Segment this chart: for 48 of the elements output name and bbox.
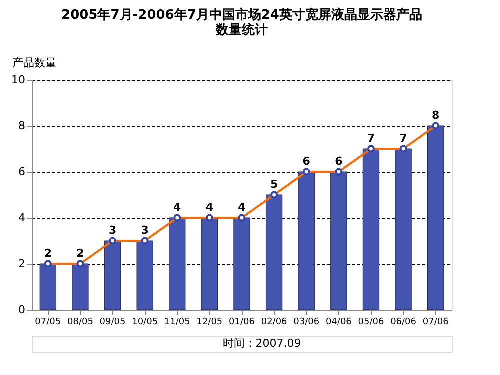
y-tick-label: 4 <box>18 212 26 224</box>
data-label: 5 <box>270 178 278 191</box>
text: 时间：2007.09 <box>222 337 302 350</box>
data-label: 7 <box>367 132 376 145</box>
y-axis-title: 产品数量 <box>12 56 56 70</box>
bar <box>234 218 250 310</box>
data-label: 6 <box>302 155 311 168</box>
bar <box>40 264 56 310</box>
x-tick-label: 12/05 <box>196 318 223 328</box>
data-label: 3 <box>141 224 149 237</box>
x-tick-label: 05/06 <box>358 318 384 328</box>
bar <box>362 148 380 310</box>
bar <box>428 126 444 310</box>
data-label: 4 <box>174 201 182 214</box>
y-tick-label: 0 <box>18 304 26 316</box>
data-label: 2 <box>76 247 84 260</box>
data-label: 7 <box>400 132 408 145</box>
x-tick-label: 03/06 <box>294 318 320 328</box>
x-tick-label: 04/06 <box>326 318 352 328</box>
y-tick-label: 2 <box>18 258 26 270</box>
y-tick-label: 8 <box>18 120 26 132</box>
bar <box>136 240 154 310</box>
data-label: 4 <box>206 201 214 214</box>
bar <box>169 218 186 310</box>
bar <box>266 194 283 310</box>
chart-title: 2005年7月-2006年7月中国市场24英寸宽屏液晶显示器产品数量统计 <box>62 7 422 38</box>
bar <box>395 148 412 310</box>
x-tick-label: 07/06 <box>422 318 450 328</box>
data-label: 6 <box>335 155 344 168</box>
x-tick-label: 06/06 <box>390 318 417 328</box>
data-label: 8 <box>432 109 440 122</box>
x-tick-label: 01/06 <box>229 318 256 328</box>
x-tick-label: 08/05 <box>67 318 94 328</box>
y-tick-label: 10 <box>12 74 26 86</box>
data-label: 2 <box>44 247 52 260</box>
x-tick-label: 09/05 <box>100 318 126 328</box>
x-tick-label: 07/05 <box>35 318 62 328</box>
x-tick-label: 11/05 <box>164 318 190 328</box>
x-tick-label: 02/06 <box>261 318 288 328</box>
bar <box>201 218 218 310</box>
y-tick-label: 6 <box>18 166 26 178</box>
bar <box>298 172 315 310</box>
data-label: 3 <box>108 224 117 237</box>
bar <box>72 264 89 310</box>
data-label: 4 <box>238 201 246 214</box>
bar <box>104 240 122 310</box>
x-tick-label: 10/05 <box>132 318 158 328</box>
bar <box>330 172 348 310</box>
